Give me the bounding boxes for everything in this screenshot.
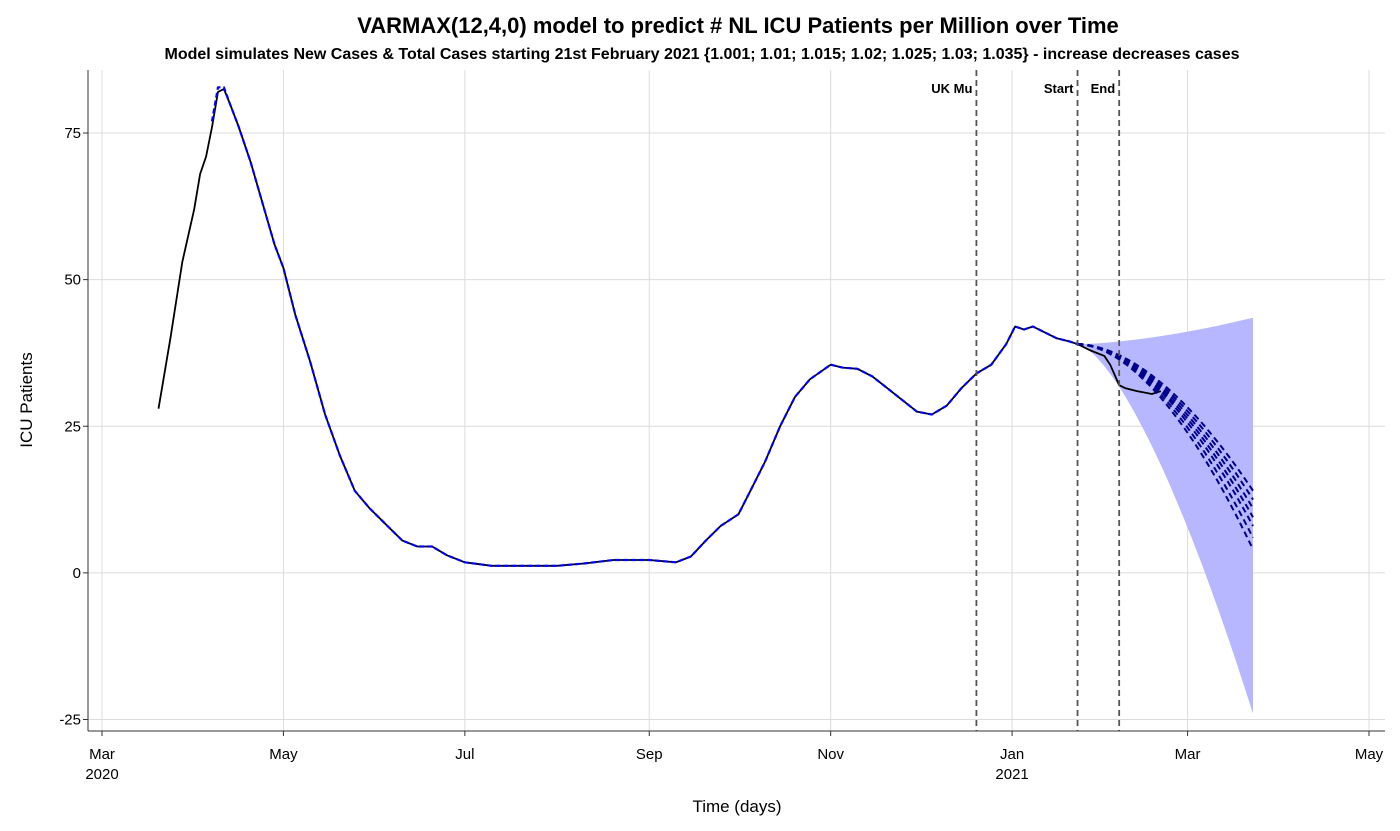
y-axis-label: ICU Patients (17, 352, 36, 447)
x-tick-year-label: 2020 (85, 766, 118, 783)
chart-title: VARMAX(12,4,0) model to predict # NL ICU… (357, 13, 1119, 38)
series-fitted-line (210, 86, 1078, 567)
chart-subtitle: Model simulates New Cases & Total Cases … (165, 46, 1240, 63)
series-group (157, 86, 1254, 567)
x-tick-label: Jul (455, 746, 474, 763)
y-tick-label: 0 (73, 565, 81, 582)
x-tick-label: May (269, 746, 298, 763)
event-line-label: End (1091, 81, 1116, 96)
forecast-scenario-line (1077, 343, 1254, 550)
x-tick-label: Jan (1000, 746, 1024, 763)
prediction-band-area (1077, 317, 1253, 714)
event-line-label: Start (1044, 81, 1074, 96)
x-tick-label: Mar (89, 746, 115, 763)
x-tick-label: Nov (817, 746, 844, 763)
x-tick-label: May (1355, 746, 1384, 763)
series-observed-line (157, 88, 1162, 567)
x-axis-label: Time (days) (692, 797, 781, 816)
x-tick-label: Mar (1175, 746, 1201, 763)
prediction-band (1077, 317, 1253, 714)
y-tick-label: 50 (64, 272, 81, 289)
event-lines: UK Mu Start End (931, 70, 1121, 731)
x-tick-year-label: 2021 (995, 766, 1028, 783)
y-tick-label: 25 (64, 418, 81, 435)
ticks: -25 0 25 50 75 Mar 2020 May Jul Sep Nov Jan 2021 Mar M… (59, 125, 1383, 783)
event-line-label: UK Mu (931, 81, 972, 96)
y-tick-label: 75 (64, 125, 81, 142)
forecast-scenario-line (1077, 343, 1254, 492)
axes (87, 70, 1385, 732)
x-tick-label: Sep (636, 746, 663, 763)
y-tick-label: -25 (59, 712, 81, 729)
grid (88, 70, 1385, 731)
